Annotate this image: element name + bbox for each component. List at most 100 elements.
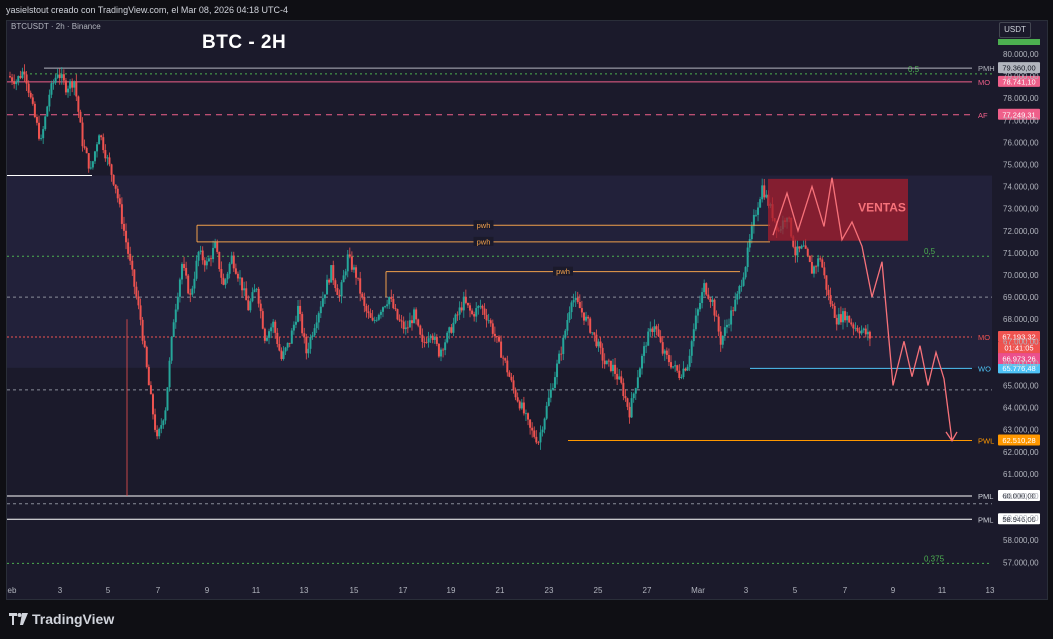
- candle-body: [589, 318, 592, 333]
- candle-body: [64, 80, 67, 93]
- candle-body: [220, 268, 223, 278]
- candle-body: [390, 296, 393, 299]
- candle-body: [829, 295, 832, 305]
- candle-body: [854, 327, 857, 329]
- candle-body: [800, 246, 803, 249]
- candle-body: [236, 273, 239, 279]
- price-tick-label: 77.000,00: [1003, 116, 1039, 125]
- price-tick-label: 80.000,00: [1003, 50, 1039, 59]
- candle-body: [83, 146, 86, 148]
- candle-body: [29, 92, 32, 98]
- candle-body: [440, 349, 442, 357]
- candle-body: [819, 258, 822, 260]
- candle-body: [309, 336, 312, 349]
- price-tick-label: 68.000,00: [1003, 315, 1039, 324]
- candle-body: [502, 357, 505, 359]
- price-tick-label: 74.000,00: [1003, 183, 1039, 192]
- price-tick-label: 69.000,00: [1003, 293, 1039, 302]
- candle-body: [400, 320, 403, 322]
- candle-body: [143, 340, 146, 347]
- candle-body: [166, 387, 169, 411]
- candle-body: [458, 307, 461, 315]
- price-tick-label: 73.000,00: [1003, 205, 1039, 214]
- candle-body: [384, 306, 387, 308]
- candle-body: [628, 406, 631, 418]
- candle-body: [278, 344, 281, 351]
- candle-body: [232, 255, 235, 269]
- candle-body: [392, 298, 395, 309]
- price-badge-value: 62.510,28: [1002, 436, 1035, 445]
- candle-body: [44, 116, 47, 130]
- price-tick-label: 61.000,00: [1003, 470, 1039, 479]
- candle-body: [197, 251, 200, 261]
- candle-body: [93, 151, 96, 162]
- candle-body: [398, 319, 401, 321]
- candle-body: [311, 335, 314, 337]
- candle-body: [638, 368, 641, 378]
- candle-body: [520, 402, 523, 409]
- level-label: PML: [978, 515, 993, 524]
- candle-body: [444, 342, 447, 351]
- candle-body: [381, 307, 384, 312]
- time-tick-label: Mar: [691, 586, 705, 595]
- candle-body: [52, 82, 55, 84]
- candle-body: [48, 94, 51, 107]
- price-chart[interactable]: 0,5 0,5 0,375 PMH 79.360,00 MO 78.741,10 AF 77.2…: [0, 0, 1053, 600]
- candle-body: [680, 376, 683, 378]
- candle-body: [568, 312, 571, 321]
- candle-body: [125, 230, 128, 243]
- currency-button[interactable]: USDT: [999, 22, 1031, 38]
- pwh-bg: [553, 266, 573, 276]
- candle-body: [663, 350, 666, 354]
- projection-path: [772, 177, 953, 441]
- candle-body: [423, 341, 426, 343]
- candle-body: [522, 402, 525, 414]
- candle-body: [336, 288, 339, 295]
- candle-body: [759, 199, 762, 208]
- top-badge: [998, 39, 1040, 45]
- candle-body: [15, 81, 18, 85]
- candle-body: [67, 88, 70, 93]
- candle-body: [757, 207, 760, 215]
- candle-body: [587, 316, 590, 319]
- candle-body: [699, 302, 702, 310]
- candle-body: [89, 167, 92, 169]
- candle-body: [69, 81, 72, 89]
- candle-body: [535, 436, 538, 443]
- brand-name: TradingView: [32, 611, 115, 627]
- candle-body: [131, 260, 134, 270]
- time-tick-label: eb: [8, 586, 17, 595]
- candle-body: [740, 285, 743, 287]
- price-badge: [998, 434, 1040, 446]
- candle-body: [118, 198, 121, 205]
- time-tick-label: 15: [350, 586, 359, 595]
- candle-body: [340, 282, 343, 297]
- symbol-label[interactable]: BTCUSDT · 2h · Binance: [11, 22, 101, 31]
- candle-body: [174, 309, 177, 323]
- candle-body: [725, 324, 728, 328]
- candle-body: [23, 71, 26, 75]
- candle-body: [858, 331, 861, 334]
- candle-body: [226, 273, 229, 280]
- candle-body: [330, 265, 333, 283]
- candle-body: [508, 372, 511, 377]
- candle-body: [91, 161, 94, 168]
- candle-body: [162, 420, 165, 426]
- candle-body: [570, 302, 573, 313]
- candle-body: [234, 268, 237, 274]
- candle-body: [640, 355, 643, 369]
- candle-body: [603, 360, 606, 365]
- candle-body: [40, 138, 43, 139]
- price-tick-label: 71.000,00: [1003, 249, 1039, 258]
- tradingview-logo[interactable]: TradingView: [9, 611, 114, 627]
- candle-body: [864, 328, 867, 335]
- candle-body: [835, 317, 838, 325]
- candle-body: [765, 194, 768, 198]
- candle-body: [257, 288, 260, 304]
- candle-body: [151, 394, 154, 415]
- candle-body: [106, 157, 109, 159]
- candle-body: [618, 376, 621, 380]
- candle-body: [377, 314, 380, 320]
- candle-body: [750, 226, 753, 240]
- candle-body: [216, 242, 219, 252]
